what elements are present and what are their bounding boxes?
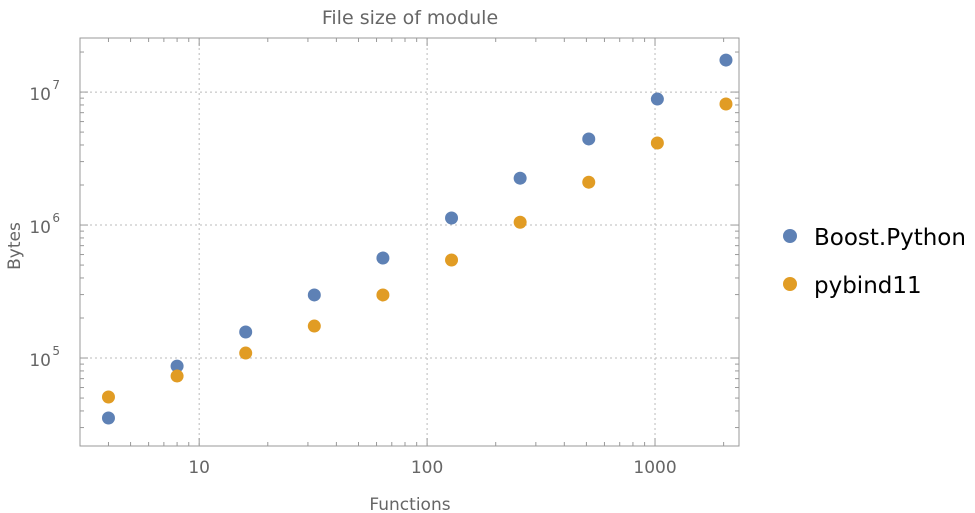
point-pybind11 bbox=[719, 97, 733, 111]
y-tick-label: 10 bbox=[29, 351, 51, 371]
x-axis-label: Functions bbox=[369, 495, 450, 513]
point-boost-python bbox=[239, 325, 253, 339]
point-pybind11 bbox=[170, 369, 184, 383]
tick-exponent: 5 bbox=[52, 344, 60, 358]
point-boost-python bbox=[513, 171, 527, 185]
point-boost-python bbox=[650, 92, 664, 106]
tick-base: 10 bbox=[29, 351, 51, 371]
point-boost-python bbox=[582, 132, 596, 146]
grid bbox=[80, 38, 739, 446]
legend-label: Boost.Python bbox=[814, 225, 966, 251]
legend-marker bbox=[783, 277, 797, 291]
x-tick-label: 10 bbox=[188, 458, 210, 478]
plot-frame bbox=[79, 37, 740, 447]
point-pybind11 bbox=[582, 175, 596, 189]
point-pybind11 bbox=[650, 136, 664, 150]
point-pybind11 bbox=[239, 346, 253, 360]
y-axis-label: Bytes bbox=[5, 222, 25, 270]
point-pybind11 bbox=[101, 390, 115, 404]
tick-exponent: 7 bbox=[52, 78, 60, 92]
tick-base: 10 bbox=[29, 85, 51, 105]
legend-label: pybind11 bbox=[814, 273, 922, 299]
point-boost-python bbox=[445, 211, 459, 225]
point-boost-python bbox=[719, 53, 733, 67]
point-pybind11 bbox=[376, 288, 390, 302]
y-tick-label: 10 bbox=[29, 218, 51, 238]
point-boost-python bbox=[307, 288, 321, 302]
points bbox=[101, 53, 733, 425]
y-tick-label: 10 bbox=[29, 85, 51, 105]
chart-title: File size of module bbox=[322, 7, 498, 29]
point-pybind11 bbox=[307, 319, 321, 333]
x-tick-label: 100 bbox=[411, 458, 443, 478]
tick-base: 10 bbox=[29, 218, 51, 238]
point-boost-python bbox=[376, 251, 390, 265]
legend: Boost.Python pybind11 bbox=[783, 225, 966, 299]
tick-exponent: 6 bbox=[52, 211, 60, 225]
point-pybind11 bbox=[445, 253, 459, 267]
x-tick-label: 1000 bbox=[633, 458, 676, 478]
point-boost-python bbox=[101, 411, 115, 425]
legend-marker bbox=[783, 229, 797, 243]
point-pybind11 bbox=[513, 215, 527, 229]
point-boost-python bbox=[170, 359, 184, 373]
